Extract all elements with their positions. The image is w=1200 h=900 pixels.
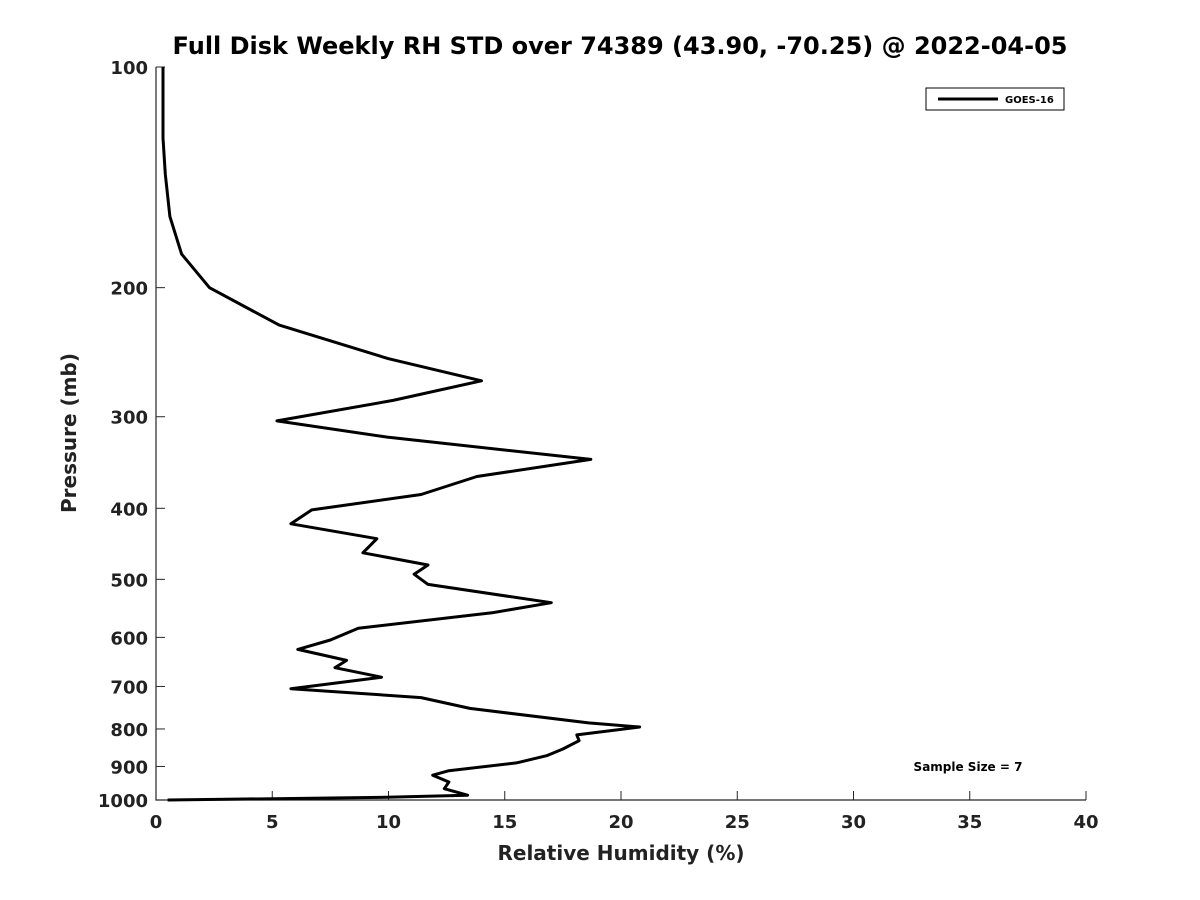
legend: GOES-16	[925, 87, 1065, 111]
x-tick-label: 20	[608, 812, 633, 833]
x-tick-label: 0	[150, 812, 163, 833]
sample-size-annotation: Sample Size = 7	[914, 760, 1023, 774]
x-tick-label: 35	[957, 812, 982, 833]
y-axis-ticks: 100 200 300 400 500 600 700 800 900 1000	[98, 58, 165, 812]
plot-area: 0 5 10 15 20 25 30 35 40 100 200 300 400 500 600 700 80…	[98, 58, 1099, 833]
x-axis-label: Relative Humidity (%)	[497, 841, 744, 865]
y-tick-label: 500	[110, 570, 148, 591]
y-tick-label: 100	[110, 58, 148, 79]
x-tick-label: 25	[725, 812, 750, 833]
y-tick-label: 300	[110, 408, 148, 429]
x-tick-label: 5	[266, 812, 279, 833]
y-tick-label: 1000	[98, 791, 148, 812]
legend-entry-goes-16: GOES-16	[1005, 95, 1054, 106]
y-tick-label: 700	[110, 677, 148, 698]
y-tick-label: 400	[110, 499, 148, 520]
series-line-goes-16	[161, 67, 642, 802]
y-tick-label: 600	[110, 628, 148, 649]
x-axis-ticks: 0 5 10 15 20 25 30 35 40	[150, 791, 1099, 833]
y-axis-label: Pressure (mb)	[57, 353, 81, 513]
y-tick-label: 200	[110, 279, 148, 300]
chart-title: Full Disk Weekly RH STD over 74389 (43.9…	[173, 32, 1068, 60]
x-tick-label: 30	[841, 812, 866, 833]
x-tick-label: 15	[492, 812, 517, 833]
x-tick-label: 40	[1073, 812, 1098, 833]
y-tick-label: 800	[110, 720, 148, 741]
x-tick-label: 10	[376, 812, 401, 833]
y-tick-label: 900	[110, 757, 148, 778]
